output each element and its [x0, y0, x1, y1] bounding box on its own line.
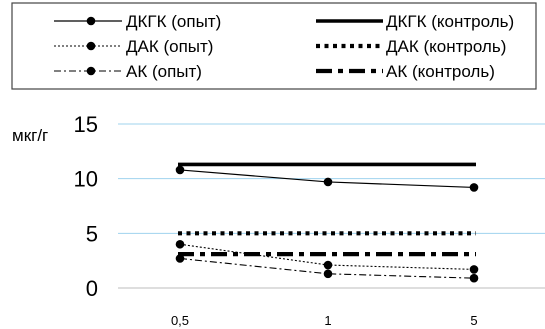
x-tick-label: 5	[470, 313, 477, 328]
data-point	[469, 183, 479, 192]
legend-item: ДКГК (контроль)	[316, 12, 514, 31]
y-tick-label: 5	[86, 221, 98, 246]
grid	[118, 123, 545, 234]
legend: ДКГК (опыт) ДКГК (контроль) ДАК (опыт) ДАК …	[54, 12, 514, 81]
y-axis-ticks: 0 5 10 15	[74, 112, 98, 301]
legend-marker	[86, 16, 96, 26]
legend-item: ДАК (контроль)	[316, 37, 506, 56]
legend-label: ДКГК (контроль)	[386, 12, 514, 31]
legend-marker	[86, 41, 96, 51]
legend-label: ДКГК (опыт)	[126, 12, 221, 31]
data-point	[323, 269, 333, 279]
data-point	[175, 239, 185, 249]
series-line	[179, 257, 475, 279]
series-layer	[175, 162, 479, 283]
y-axis-unit-label: мкг/г	[12, 126, 48, 145]
y-tick-label: 0	[86, 276, 98, 301]
series-0	[175, 165, 479, 192]
data-point	[175, 254, 185, 263]
legend-item: ДКГК (опыт)	[54, 12, 221, 31]
legend-item: ДАК (опыт)	[54, 37, 213, 56]
y-tick-label: 15	[74, 112, 98, 137]
data-point	[323, 177, 333, 187]
legend-label: ДАК (опыт)	[126, 37, 213, 56]
x-tick-label: 1	[324, 313, 331, 328]
data-point	[469, 265, 479, 274]
legend-item: АК (контроль)	[316, 62, 495, 81]
y-tick-label: 10	[74, 167, 98, 192]
legend-marker	[86, 66, 96, 76]
data-point	[323, 260, 333, 270]
legend-item: АК (опыт)	[54, 62, 202, 81]
series-4	[175, 254, 479, 283]
legend-label: АК (контроль)	[386, 62, 495, 81]
series-2	[175, 239, 479, 274]
data-point	[469, 273, 479, 283]
data-point	[175, 165, 185, 175]
x-axis-ticks: 0,5 1 5	[171, 313, 478, 328]
legend-label: ДАК (контроль)	[386, 37, 506, 56]
x-tick-label: 0,5	[171, 313, 189, 328]
legend-label: АК (опыт)	[126, 62, 202, 81]
